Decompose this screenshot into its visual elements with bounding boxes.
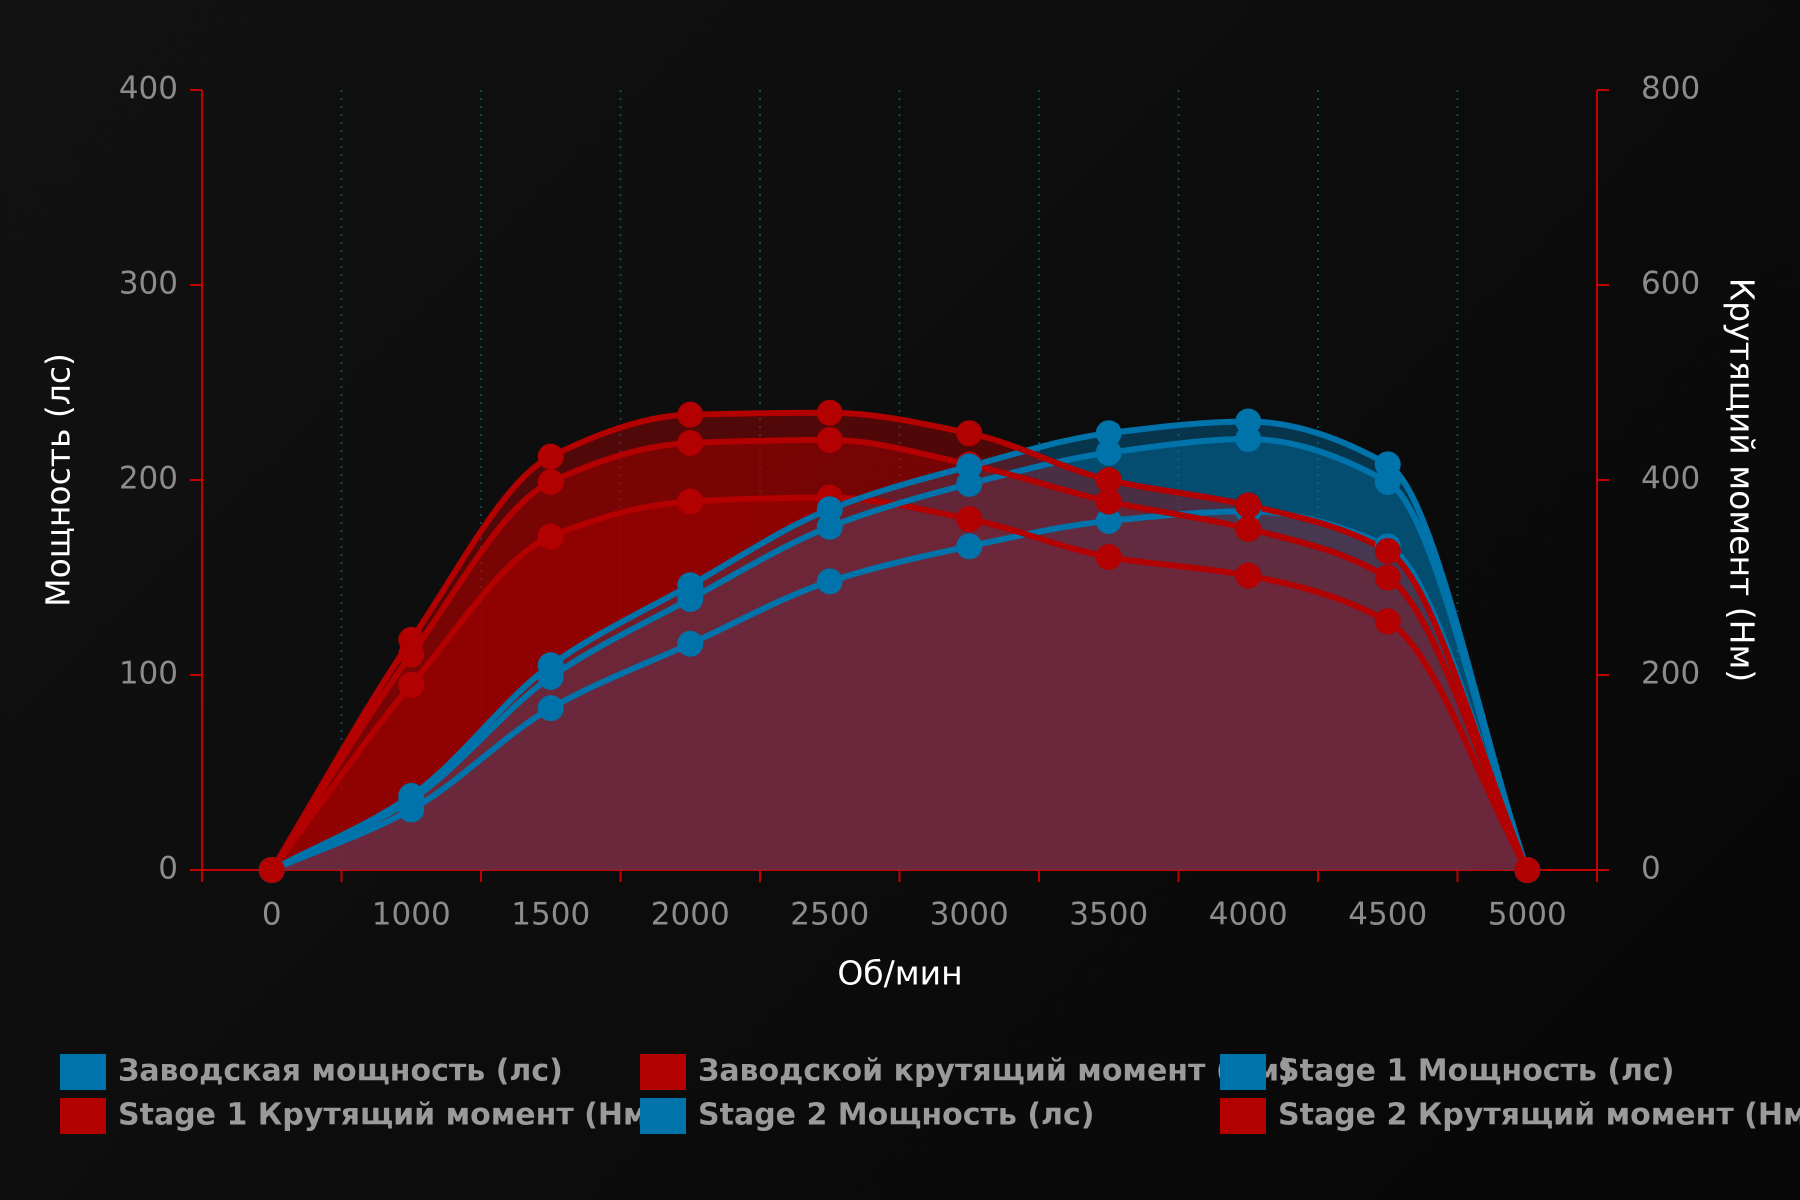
y2-tick-label: 800 — [1641, 71, 1700, 107]
point — [1374, 564, 1401, 591]
point — [677, 488, 704, 515]
point — [258, 857, 285, 883]
point — [537, 443, 564, 470]
y-tick-label: 200 — [119, 461, 178, 497]
point — [677, 572, 704, 599]
y2-tick-label: 600 — [1641, 266, 1700, 302]
x-tick-label: 2000 — [651, 897, 730, 933]
x-axis-title: Об/мин — [837, 954, 962, 993]
legend-item: Заводская мощность (лс) — [60, 1054, 563, 1090]
point — [1235, 562, 1262, 589]
x-tick-label: 2500 — [790, 897, 869, 933]
y-axis-title: Мощность (лс) — [39, 353, 78, 607]
y2-tick-label: 0 — [1641, 851, 1661, 887]
area — [271, 421, 1528, 870]
point — [537, 468, 564, 495]
point — [1514, 857, 1541, 883]
x-tick-label: 1500 — [511, 897, 590, 933]
point — [677, 401, 704, 428]
area — [271, 412, 1528, 870]
point — [1095, 420, 1122, 447]
point — [1235, 492, 1262, 519]
y2-tick-label: 200 — [1641, 656, 1700, 692]
point — [956, 533, 983, 560]
y-tick-label: 0 — [158, 851, 178, 887]
legend-label: Stage 2 Мощность (лс) — [698, 1098, 1095, 1133]
legend-label: Заводской крутящий момент (Нм) — [698, 1054, 1293, 1089]
point — [1095, 507, 1122, 534]
point — [1235, 408, 1262, 435]
point — [398, 671, 425, 698]
markers — [258, 399, 1541, 883]
point — [677, 429, 704, 456]
point — [1374, 451, 1401, 478]
legend-swatch — [60, 1054, 106, 1090]
x-tick-label: 4500 — [1348, 897, 1427, 933]
point — [816, 496, 843, 523]
point — [398, 626, 425, 653]
line — [269, 409, 1530, 872]
point — [1374, 538, 1401, 565]
legend-swatch — [60, 1098, 106, 1134]
y2-axis-title: Крутящий момент (Нм) — [1723, 278, 1762, 682]
point — [1095, 439, 1122, 466]
point — [956, 506, 983, 532]
point — [677, 630, 704, 657]
x-tick-label: 3500 — [1069, 897, 1148, 933]
line — [269, 437, 1530, 872]
legend-swatch — [640, 1054, 686, 1090]
point — [1095, 467, 1122, 493]
area — [271, 497, 1528, 870]
point — [816, 568, 843, 595]
x-tick-label: 5000 — [1488, 897, 1567, 933]
legend-item: Stage 1 Крутящий момент (Нм) — [60, 1098, 661, 1134]
legend-swatch — [1220, 1098, 1266, 1134]
y-tick-label: 100 — [119, 656, 178, 692]
legend-label: Stage 1 Крутящий момент (Нм) — [118, 1098, 661, 1133]
legend-item: Заводской крутящий момент (Нм) — [640, 1054, 1293, 1090]
legend-item: Stage 1 Мощность (лс) — [1220, 1054, 1675, 1090]
legend-item: Stage 2 Мощность (лс) — [640, 1098, 1095, 1134]
point — [1095, 488, 1122, 515]
point — [398, 782, 425, 809]
x-tick-label: 3000 — [930, 897, 1009, 933]
point — [816, 399, 843, 426]
point — [816, 427, 843, 454]
legend-label: Stage 2 Крутящий момент (Нм) — [1278, 1098, 1800, 1133]
legend-label: Stage 1 Мощность (лс) — [1278, 1054, 1675, 1089]
x-tick-label: 1000 — [372, 897, 451, 933]
legend-swatch — [640, 1098, 686, 1134]
legend-swatch — [1220, 1054, 1266, 1090]
area — [271, 511, 1528, 870]
area — [271, 439, 1528, 870]
x-tick-label: 4000 — [1209, 897, 1288, 933]
x-tick-label: 0 — [262, 897, 282, 933]
y2-tick-label: 400 — [1641, 461, 1700, 497]
point — [956, 420, 983, 447]
legend-item: Stage 2 Крутящий момент (Нм) — [1220, 1098, 1800, 1134]
areas — [271, 412, 1528, 870]
legend-label: Заводская мощность (лс) — [118, 1054, 563, 1089]
y-tick-label: 400 — [119, 71, 178, 107]
point — [537, 695, 564, 722]
point — [1235, 515, 1262, 542]
point — [956, 453, 983, 480]
point — [537, 523, 564, 550]
point — [1095, 544, 1122, 571]
y-tick-label: 300 — [119, 266, 178, 302]
point — [537, 652, 564, 679]
area — [271, 440, 1528, 870]
point — [1374, 608, 1401, 635]
